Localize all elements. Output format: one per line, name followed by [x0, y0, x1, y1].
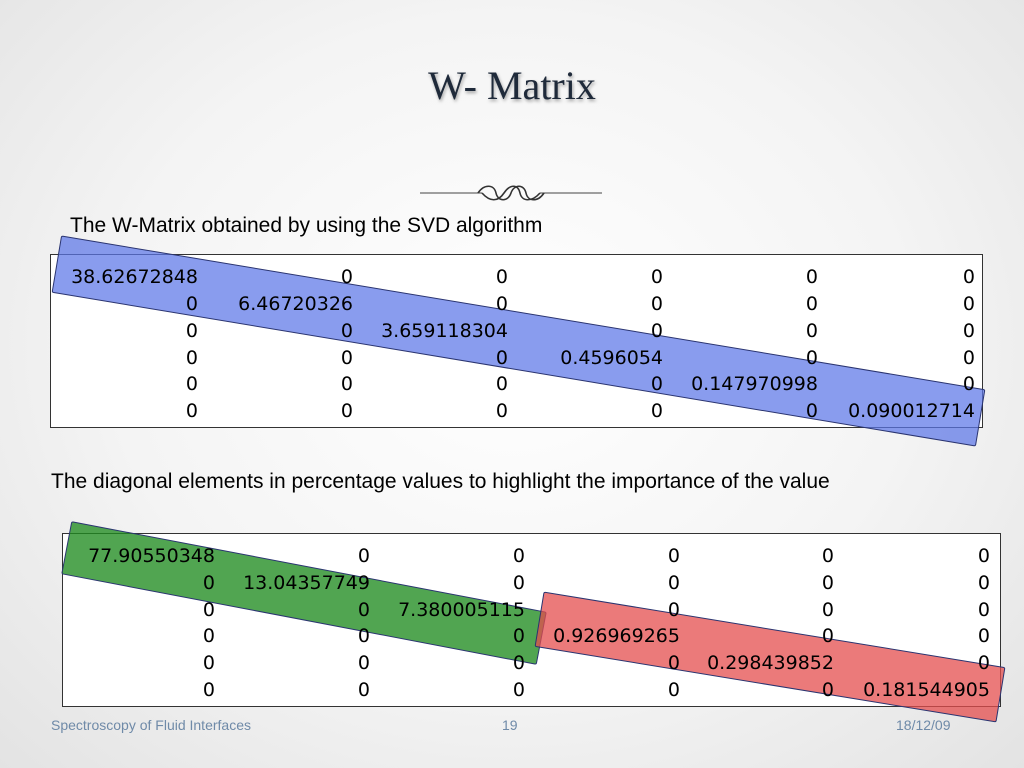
percentage-matrix-cell: 0 [202, 652, 215, 674]
w-matrix-cell: 0 [962, 266, 975, 288]
percentage-matrix-cell: 0 [821, 599, 834, 621]
percentage-matrix-cell: 0.298439852 [707, 652, 834, 674]
footer-page-number: 19 [502, 717, 518, 733]
percentage-matrix-cell: 0.181544905 [863, 679, 990, 701]
percentage-matrix-cell: 0.926969265 [553, 625, 680, 647]
w-matrix-cell: 0 [185, 373, 198, 395]
w-matrix-cell: 0 [805, 293, 818, 315]
percentage-matrix-cell: 0 [202, 625, 215, 647]
w-matrix-cell: 0 [805, 400, 818, 422]
w-matrix-cell: 0 [495, 293, 508, 315]
w-matrix-cell: 38.62672848 [71, 266, 198, 288]
percentage-matrix-cell: 13.04357749 [243, 572, 370, 594]
w-matrix-cell: 0.090012714 [848, 400, 975, 422]
percentage-matrix-cell: 0 [357, 599, 370, 621]
percentage-matrix-cell: 0 [667, 545, 680, 567]
w-matrix-cell: 0 [962, 373, 975, 395]
percentage-matrix-cell: 0 [512, 625, 525, 647]
w-matrix-cell: 0.4596054 [560, 347, 663, 369]
w-matrix-cell: 0 [650, 373, 663, 395]
percentage-matrix-cell: 0 [202, 679, 215, 701]
percentage-matrix-cell: 0 [512, 679, 525, 701]
percentage-matrix-cell: 0 [202, 572, 215, 594]
percentage-matrix-cell: 0 [512, 545, 525, 567]
percentage-matrix-cell: 0 [821, 625, 834, 647]
w-matrix-cell: 0 [340, 373, 353, 395]
percentage-matrix-cell: 0 [357, 679, 370, 701]
w-matrix-cell: 0 [495, 347, 508, 369]
w-matrix-cell: 0 [805, 266, 818, 288]
w-matrix-cell: 0 [185, 347, 198, 369]
percentage-matrix-cell: 0 [821, 545, 834, 567]
percentage-matrix-cell: 0 [977, 545, 990, 567]
w-matrix-cell: 0 [340, 400, 353, 422]
percentage-matrix-cell: 0 [512, 572, 525, 594]
w-matrix-cell: 0 [185, 320, 198, 342]
percentage-matrix-cell: 0 [977, 625, 990, 647]
percentage-matrix-cell: 0 [202, 599, 215, 621]
w-matrix-cell: 0 [650, 320, 663, 342]
w-matrix-cell: 0 [495, 373, 508, 395]
percentage-matrix-cell: 0 [667, 572, 680, 594]
percentage-matrix-cell: 0 [667, 599, 680, 621]
w-matrix-cell: 0 [805, 347, 818, 369]
percentage-matrix-cell: 0 [821, 572, 834, 594]
w-matrix-cell: 0.147970998 [691, 373, 818, 395]
w-matrix-cell: 0 [495, 400, 508, 422]
w-matrix-cell: 0 [650, 266, 663, 288]
percentage-matrix-cell: 0 [357, 545, 370, 567]
percentage-matrix-cell: 0 [512, 652, 525, 674]
w-matrix-cell: 0 [495, 266, 508, 288]
w-matrix-cell: 0 [185, 400, 198, 422]
w-matrix-cell: 0 [340, 266, 353, 288]
percentage-matrix-cell: 7.380005115 [398, 599, 525, 621]
w-matrix-cell: 0 [650, 400, 663, 422]
w-matrix-cell: 0 [962, 320, 975, 342]
w-matrix-cell: 0 [650, 293, 663, 315]
percentage-matrix-cell: 0 [977, 652, 990, 674]
w-matrix-cell: 6.46720326 [238, 293, 353, 315]
percentage-matrix-cell: 0 [667, 679, 680, 701]
percentage-matrix-cell: 0 [667, 652, 680, 674]
w-matrix-cell: 0 [962, 347, 975, 369]
percentage-matrix-cell: 0 [357, 625, 370, 647]
percentage-matrix-cell: 77.90550348 [88, 545, 215, 567]
slide-title: W- Matrix [428, 63, 596, 108]
w-matrix-cell: 0 [805, 320, 818, 342]
w-matrix-cell: 0 [185, 293, 198, 315]
w-matrix-cell: 3.659118304 [381, 320, 508, 342]
footer-date: 18/12/09 [896, 717, 951, 733]
percentage-caption: The diagonal elements in percentage valu… [51, 470, 830, 493]
w-matrix-cell: 0 [962, 293, 975, 315]
percentage-matrix-cell: 0 [977, 572, 990, 594]
percentage-matrix-cell: 0 [357, 652, 370, 674]
title-divider-ornament-icon [420, 185, 602, 201]
w-matrix-cell: 0 [340, 347, 353, 369]
w-matrix-cell: 0 [340, 320, 353, 342]
percentage-matrix-cell: 0 [821, 679, 834, 701]
footer-title: Spectroscopy of Fluid Interfaces [51, 717, 251, 733]
percentage-matrix-cell: 0 [977, 599, 990, 621]
matrix-caption: The W-Matrix obtained by using the SVD a… [70, 214, 543, 237]
